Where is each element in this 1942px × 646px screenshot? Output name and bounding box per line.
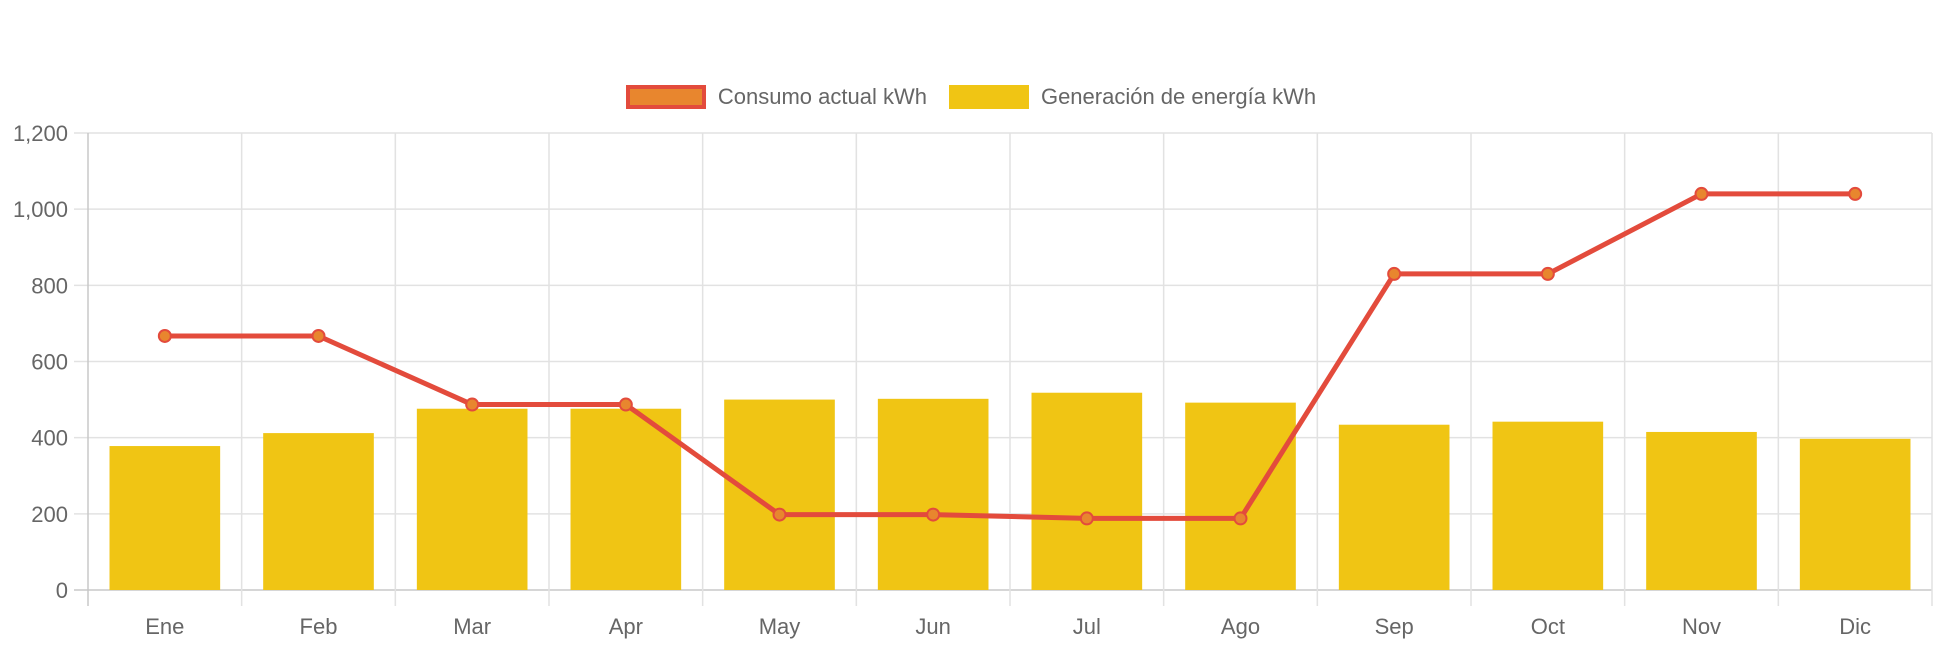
legend-swatch-consumo [625,85,706,109]
consumo-point-jul [1079,511,1094,526]
y-tick-label: 1,000 [13,197,68,222]
y-tick-label: 400 [31,426,68,451]
bar-jun [877,398,989,590]
x-tick-label: Apr [609,614,643,639]
bar-jul [1031,392,1143,590]
legend-label-generacion: Generación de energía kWh [1040,84,1317,109]
x-tick-label: Jul [1073,614,1101,639]
bar-feb [263,433,374,590]
chart-legend: Consumo actual kWh Generación de energía… [0,84,1942,110]
x-tick-label: Ene [145,614,184,639]
consumo-point-ago [1233,511,1248,526]
bar-dic [1799,438,1911,590]
x-tick-label: May [759,614,801,639]
consumo-point-nov [1694,186,1709,201]
bar-oct [1492,421,1604,590]
consumo-point-feb [311,328,326,343]
consumo-point-sep [1387,266,1402,281]
x-tick-label: Feb [300,614,338,639]
bar-ene [109,446,221,590]
bar-may [724,399,835,590]
consumo-point-jun [926,507,941,522]
bar-nov [1646,431,1757,590]
legend-swatch-generacion [948,85,1029,109]
x-tick-label: Sep [1375,614,1414,639]
x-tick-label: Mar [453,614,491,639]
x-tick-label: Jun [915,614,950,639]
legend-item-generacion[interactable]: Generación de energía kWh [948,84,1317,110]
legend-item-consumo[interactable]: Consumo actual kWh [625,84,927,110]
y-tick-label: 200 [31,502,68,527]
consumo-line [164,191,1856,521]
y-tick-label: 0 [56,578,68,603]
legend-label-consumo: Consumo actual kWh [717,84,927,109]
bar-sep [1338,424,1450,590]
y-tick-label: 600 [31,350,68,375]
x-tick-label: Ago [1221,614,1260,639]
consumo-point-apr [618,397,633,412]
consumo-point-may [772,507,787,522]
y-tick-label: 1,200 [13,121,68,146]
consumo-point-ene [157,328,172,343]
y-tick-label: 800 [31,273,68,298]
consumo-point-oct [1540,266,1555,281]
bar-mar [416,408,528,590]
x-tick-label: Dic [1839,614,1871,639]
bar-ago [1185,402,1296,590]
consumo-point-mar [465,397,480,412]
x-tick-label: Nov [1682,614,1721,639]
bar-apr [570,408,682,590]
consumo-point-dic [1848,186,1863,201]
x-tick-label: Oct [1531,614,1565,639]
